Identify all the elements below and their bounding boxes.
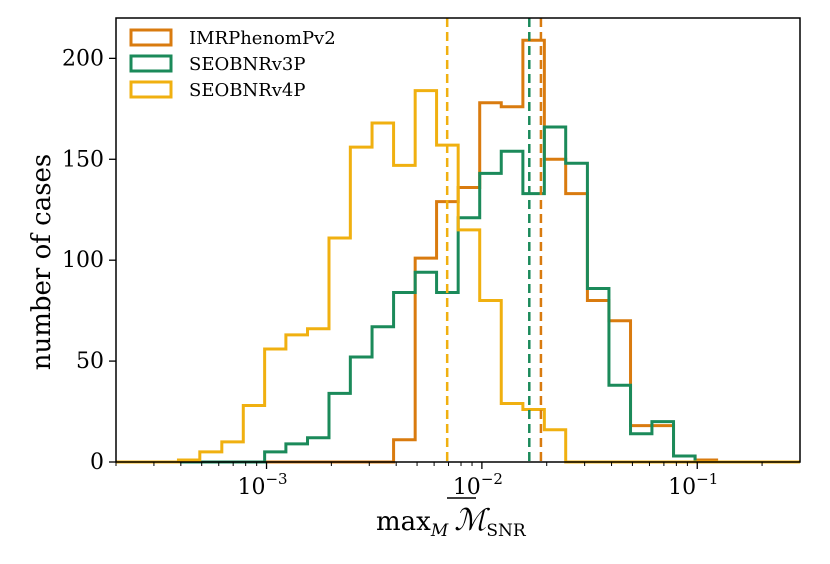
x-label-sub-snr: SNR [486,521,527,541]
x-tick-label: 10−2 [453,470,503,500]
y-axis: 0 50 100 150 200 [62,46,116,475]
x-label-symbol: ℳ [454,503,490,538]
x-tick-label: 10−1 [668,470,718,500]
x-axis-label: maxM ℳSNR [376,497,527,541]
legend-swatch-imrphenompv2 [129,28,173,47]
y-tick-label: 0 [90,450,104,475]
histogram-series-group [116,38,800,464]
y-tick-label: 150 [62,147,104,172]
y-tick-label: 200 [62,46,104,71]
y-axis-label: number of cases [27,154,57,371]
legend-label-imrphenompv2: IMRPhenomPv2 [189,28,336,49]
series-seobnrv3p-histogram [116,125,800,464]
y-tick-label: 50 [76,349,104,374]
plot-frame [115,17,801,463]
legend-label-seobnrv4p: SEOBNRv4P [189,80,306,101]
legend-swatch-seobnrv3p [129,54,173,73]
legend-swatch-seobnrv4p [129,80,173,99]
legend-label-seobnrv3p: SEOBNRv3P [189,54,306,75]
x-tick-label: 10−3 [237,470,287,500]
median-lines-group [445,18,543,462]
x-label-sub-m: M [430,521,449,541]
legend: IMRPhenomPv2 SEOBNRv3P SEOBNRv4P [129,28,336,101]
x-axis: 10−3 10−2 10−1 [115,462,763,500]
x-label-max: max [376,507,431,537]
y-tick-label: 100 [62,248,104,273]
